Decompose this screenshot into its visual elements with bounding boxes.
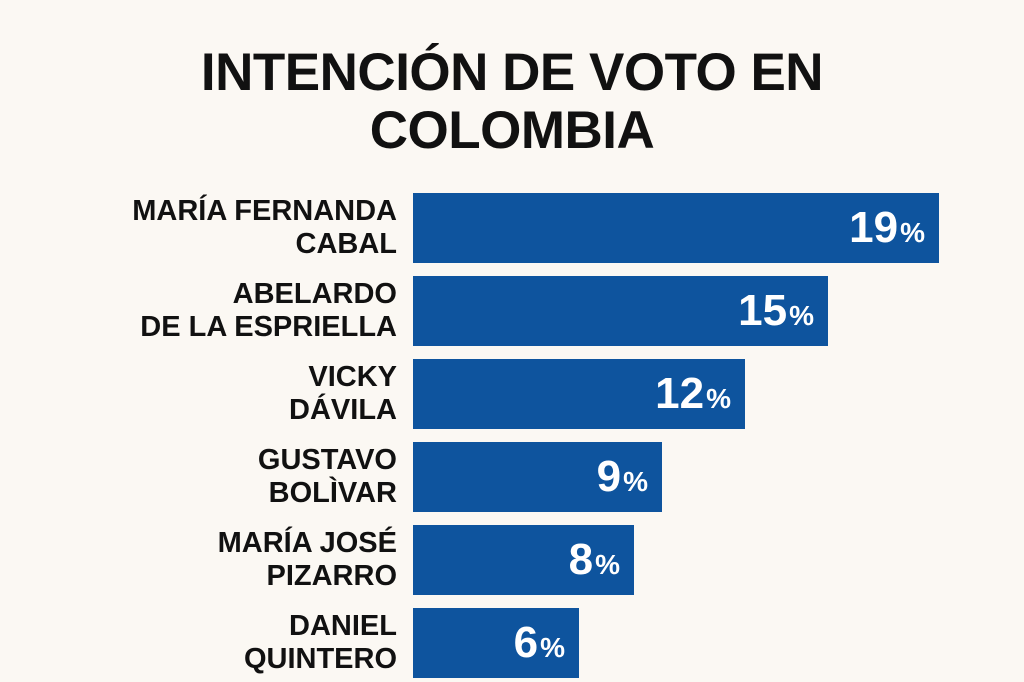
bar-value-unit: %: [595, 549, 620, 580]
candidate-label-line: DANIEL: [289, 610, 397, 642]
bar: 12%: [413, 359, 745, 429]
candidate-label-line: CABAL: [295, 228, 398, 260]
candidate-label: ABELARDO DE LA ESPRIELLA: [90, 278, 397, 344]
bar-value-unit: %: [789, 300, 814, 331]
chart-title-line-2: COLOMBIA: [369, 101, 655, 160]
candidate-label-line: MARÍA FERNANDA: [132, 195, 397, 227]
bar-value-number: 12: [655, 369, 705, 418]
chart-title-line-1: INTENCIÓN DE VOTO EN: [200, 43, 824, 102]
chart-row: VICKY DÁVILA 12%: [90, 359, 939, 429]
chart-row: ABELARDO DE LA ESPRIELLA 15%: [90, 276, 939, 346]
bar: 6%: [413, 608, 579, 678]
bar-value-number: 15: [738, 286, 788, 335]
bar-value-number: 6: [513, 618, 539, 667]
bar-value-number: 9: [596, 452, 622, 501]
bar-value: 15%: [738, 289, 814, 333]
candidate-label-line: MARÍA JOSÉ: [217, 527, 397, 559]
bar: 9%: [413, 442, 662, 512]
chart-row: MARÍA JOSÉ PIZARRO 8%: [90, 525, 939, 595]
bar-value: 6%: [514, 621, 565, 665]
bar-value: 9%: [597, 455, 648, 499]
bar-value-number: 8: [568, 535, 594, 584]
bar-chart: MARÍA FERNANDA CABAL 19% ABELARDO DE LA ESPR…: [90, 193, 939, 682]
candidate-label-line: QUINTERO: [243, 643, 397, 675]
candidate-label-line: PIZARRO: [266, 560, 398, 592]
candidate-label: GUSTAVO BOLÌVAR: [90, 444, 397, 510]
bar-value: 8%: [569, 538, 620, 582]
bar-value-unit: %: [706, 383, 731, 414]
bar: 15%: [413, 276, 828, 346]
bar-value-unit: %: [623, 466, 648, 497]
candidate-label-line: BOLÌVAR: [268, 477, 397, 509]
bar-value-unit: %: [540, 632, 565, 663]
bar: 8%: [413, 525, 634, 595]
candidate-label-line: DÁVILA: [289, 394, 397, 426]
candidate-label-line: VICKY: [308, 361, 397, 393]
candidate-label-line: DE LA ESPRIELLA: [140, 311, 397, 343]
candidate-label: MARÍA FERNANDA CABAL: [90, 195, 397, 261]
chart-row: GUSTAVO BOLÌVAR 9%: [90, 442, 939, 512]
bar-value-number: 19: [849, 203, 899, 252]
chart-title: INTENCIÓN DE VOTO EN COLOMBIA: [0, 44, 1024, 160]
candidate-label-line: ABELARDO: [232, 278, 397, 310]
chart-row: MARÍA FERNANDA CABAL 19%: [90, 193, 939, 263]
candidate-label: DANIEL QUINTERO: [90, 610, 397, 676]
candidate-label-line: GUSTAVO: [257, 444, 397, 476]
chart-row: DANIEL QUINTERO 6%: [90, 608, 939, 678]
bar-value: 12%: [655, 372, 731, 416]
bar-value: 19%: [849, 206, 925, 250]
candidate-label: VICKY DÁVILA: [90, 361, 397, 427]
candidate-label: MARÍA JOSÉ PIZARRO: [90, 527, 397, 593]
bar: 19%: [413, 193, 939, 263]
bar-value-unit: %: [900, 217, 925, 248]
